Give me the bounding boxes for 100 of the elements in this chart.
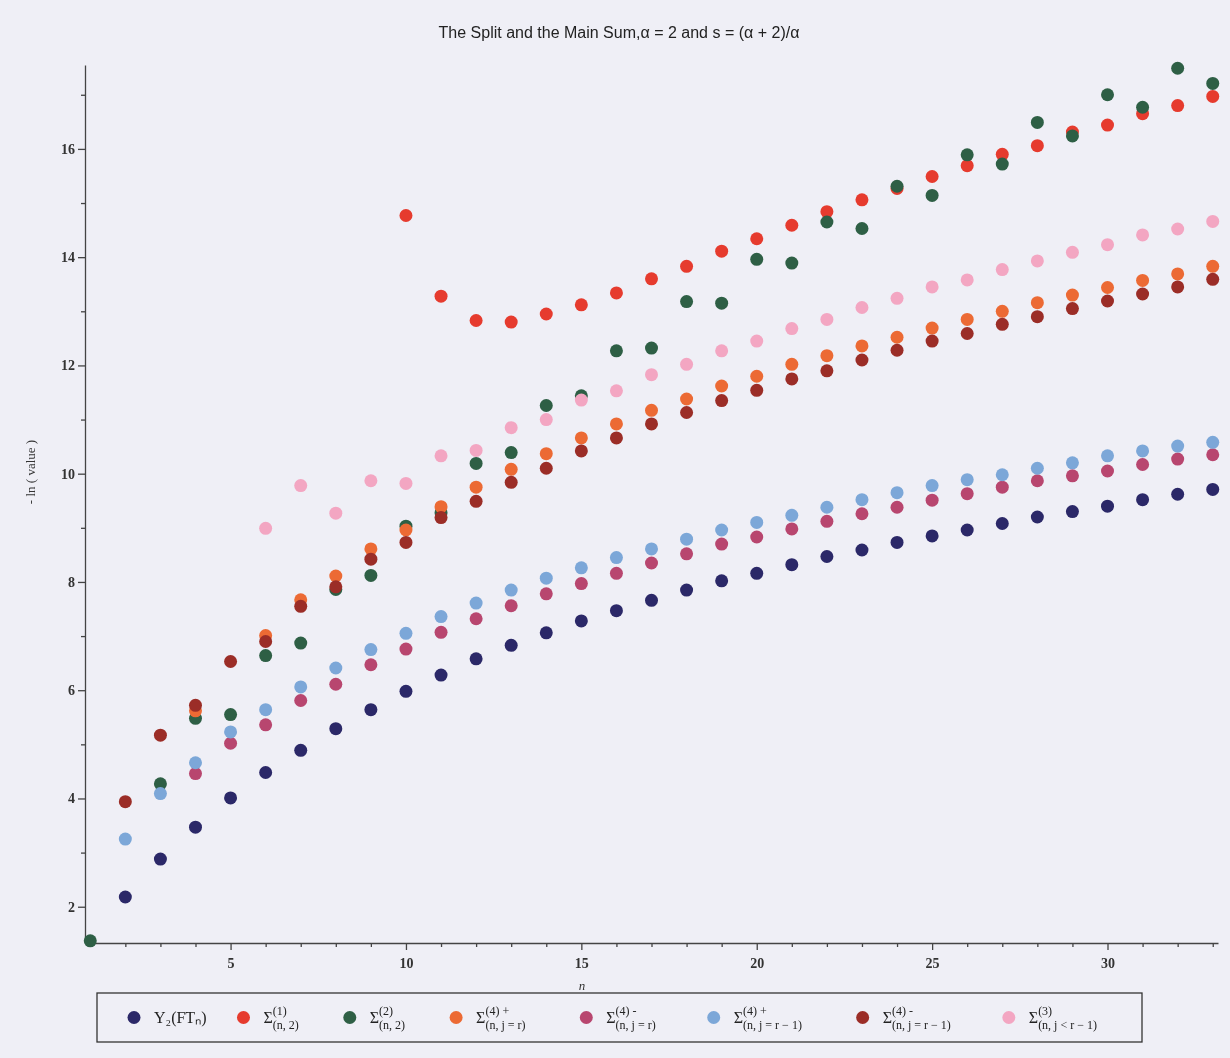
point — [820, 514, 834, 528]
point — [855, 353, 869, 367]
point — [574, 393, 588, 407]
point — [925, 334, 939, 348]
point — [645, 403, 658, 417]
point — [1171, 61, 1185, 75]
point — [1101, 499, 1115, 513]
point — [504, 446, 518, 460]
point — [1206, 89, 1220, 103]
point — [1065, 456, 1079, 470]
point — [890, 500, 904, 514]
point — [750, 515, 764, 529]
point — [434, 610, 448, 624]
point — [609, 431, 623, 445]
point — [1030, 115, 1044, 129]
point — [645, 593, 658, 607]
point — [1065, 469, 1079, 483]
point — [680, 406, 694, 420]
point — [1171, 452, 1185, 466]
point — [645, 368, 658, 382]
point — [785, 322, 799, 336]
point — [1065, 302, 1079, 316]
point — [469, 456, 483, 470]
point — [855, 193, 869, 207]
point — [1101, 294, 1115, 308]
point — [609, 604, 623, 618]
point — [1136, 273, 1150, 287]
point — [504, 315, 518, 329]
point — [469, 443, 483, 457]
point — [785, 357, 799, 371]
point — [434, 668, 448, 682]
point — [259, 703, 273, 717]
point — [995, 468, 1009, 482]
point — [259, 718, 273, 732]
point — [609, 344, 623, 358]
point — [855, 221, 869, 235]
point — [1101, 464, 1115, 478]
point — [539, 447, 553, 461]
point — [855, 493, 869, 507]
point — [434, 625, 448, 639]
point — [539, 398, 553, 412]
point — [609, 566, 623, 580]
point — [925, 280, 939, 294]
point — [504, 599, 518, 613]
point — [680, 583, 694, 597]
point — [1136, 457, 1150, 471]
point — [83, 934, 97, 948]
point — [259, 634, 273, 648]
point — [750, 566, 764, 580]
point — [434, 449, 448, 463]
point — [1030, 510, 1044, 524]
point — [1101, 449, 1115, 463]
point — [890, 535, 904, 549]
point — [1101, 118, 1115, 132]
point — [785, 218, 799, 232]
point — [715, 537, 729, 551]
point — [1206, 272, 1220, 286]
point — [1101, 280, 1115, 294]
point — [574, 444, 588, 458]
point — [960, 523, 974, 537]
point — [925, 529, 939, 543]
point — [504, 462, 518, 476]
point — [609, 417, 623, 431]
point — [960, 473, 974, 487]
point — [750, 369, 764, 383]
point — [1136, 228, 1150, 242]
point — [995, 157, 1009, 171]
point — [118, 832, 132, 846]
point — [364, 703, 378, 717]
point — [1065, 505, 1079, 519]
point — [820, 550, 834, 564]
point — [1030, 474, 1044, 488]
point — [645, 417, 658, 431]
x-tick-label: 25 — [925, 956, 940, 972]
point — [609, 286, 623, 300]
point — [224, 655, 238, 669]
point — [1136, 100, 1150, 114]
point — [469, 494, 483, 508]
point — [1206, 435, 1220, 449]
point — [1030, 296, 1044, 310]
y-tick-label: 12 — [61, 358, 75, 374]
y-tick-label: 8 — [68, 574, 75, 590]
point — [1136, 493, 1150, 507]
point — [1206, 259, 1220, 273]
point — [294, 680, 308, 694]
point — [715, 523, 729, 537]
point — [1206, 482, 1220, 496]
point — [224, 791, 238, 805]
point — [890, 291, 904, 305]
y-tick-label: 16 — [61, 141, 75, 157]
point — [1101, 238, 1115, 252]
point — [399, 535, 413, 549]
point — [785, 522, 799, 536]
y-tick-label: 2 — [68, 899, 75, 915]
y-tick-label: 6 — [68, 683, 75, 699]
point — [645, 341, 658, 355]
point — [1065, 129, 1079, 143]
point — [785, 508, 799, 522]
point — [1030, 139, 1044, 153]
point — [1206, 214, 1220, 228]
